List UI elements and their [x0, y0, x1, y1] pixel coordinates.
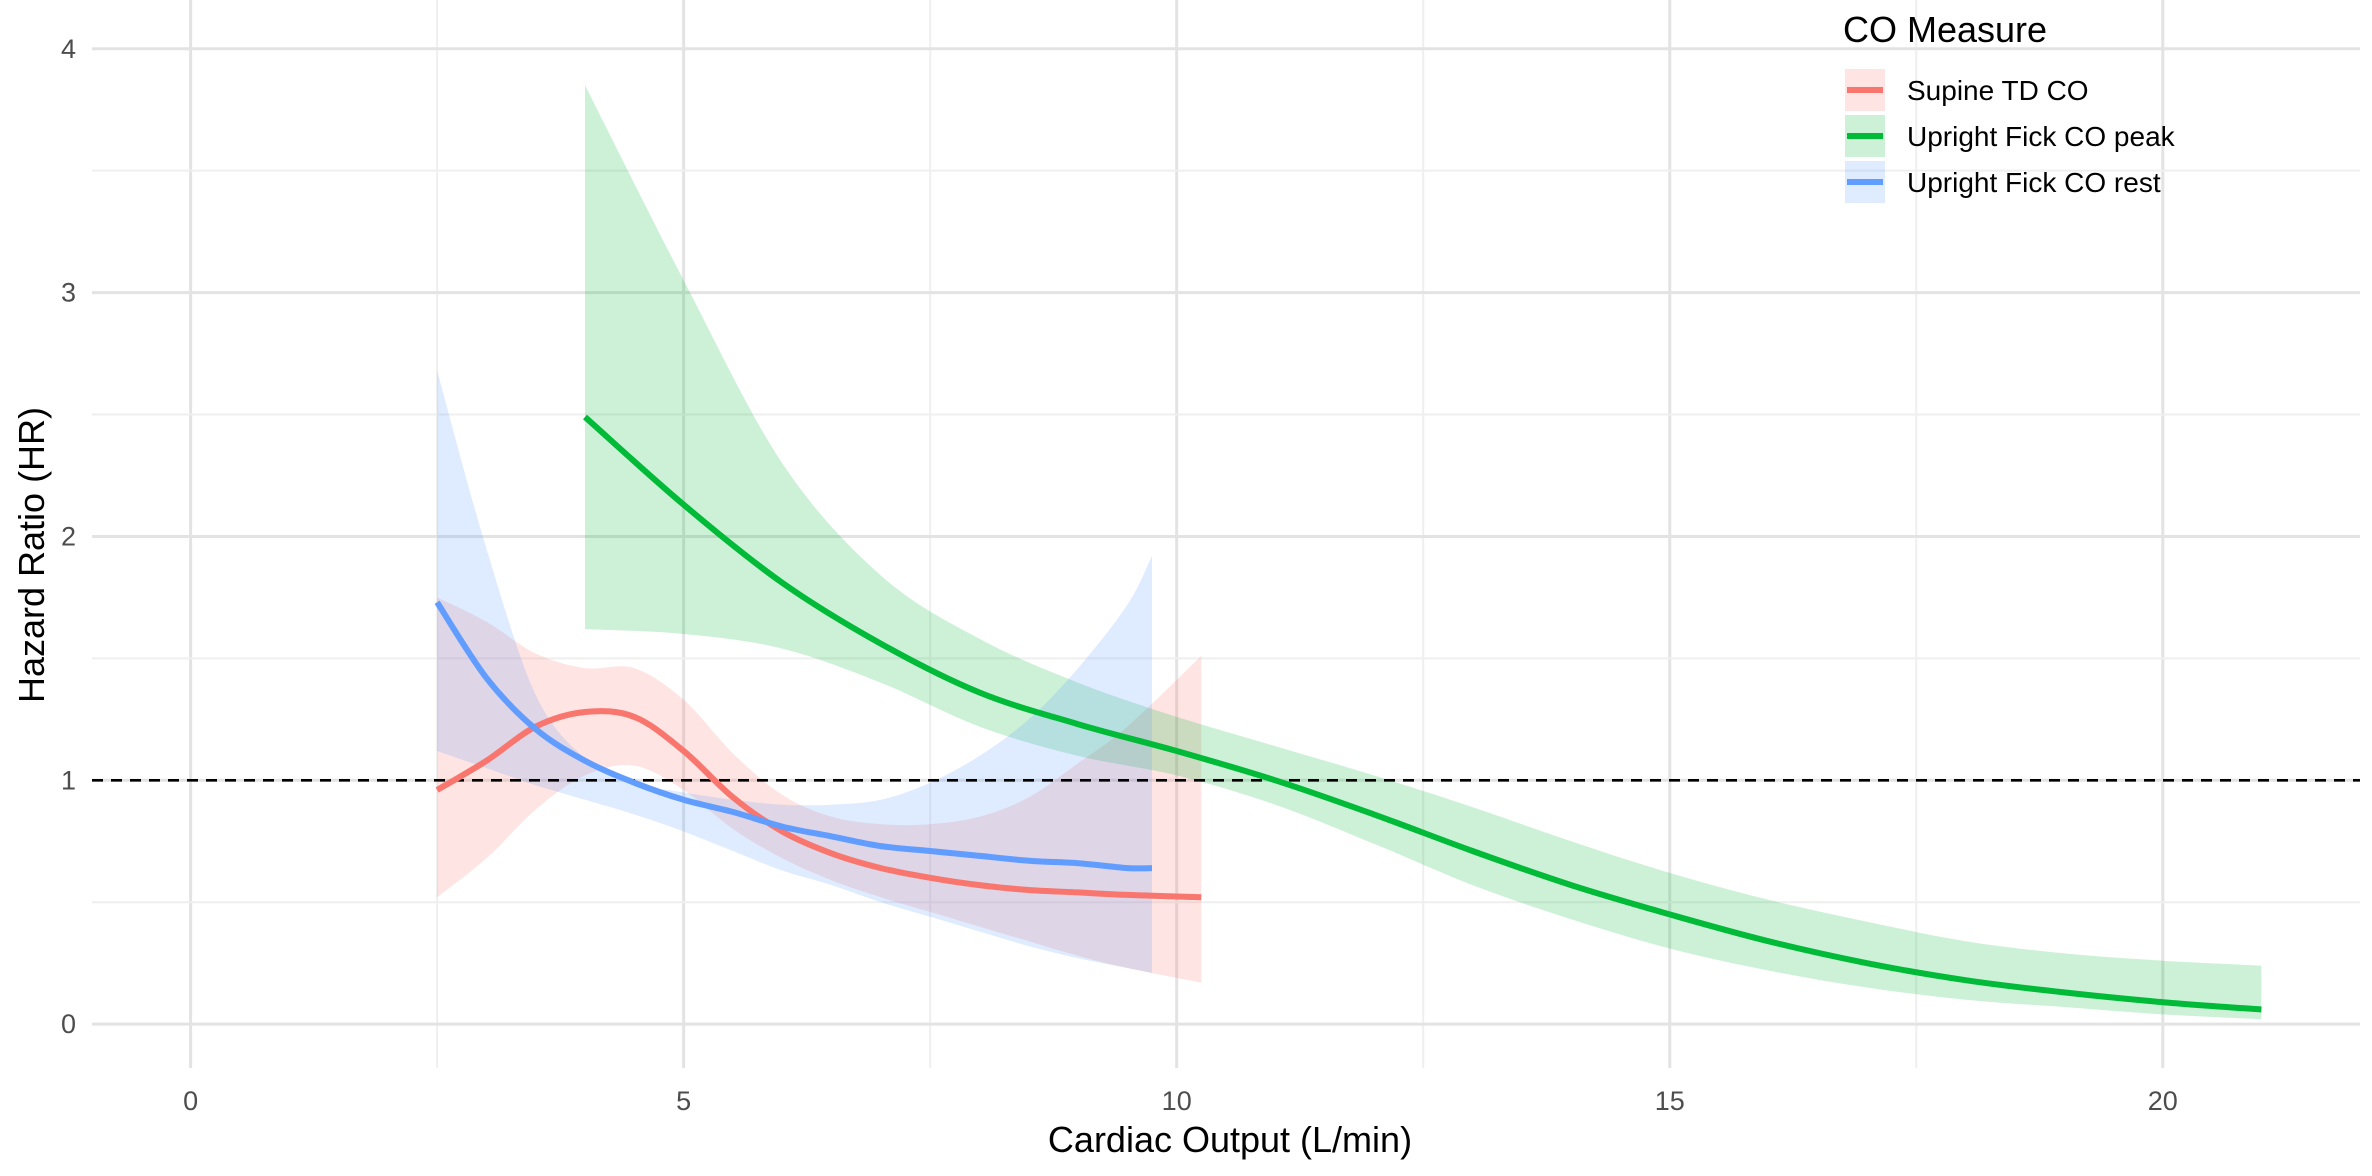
- x-tick-label: 10: [1162, 1086, 1192, 1116]
- series-lines: [434, 414, 2262, 1013]
- x-tick-label: 15: [1655, 1086, 1685, 1116]
- legend-label: Supine TD CO: [1907, 75, 2089, 106]
- tick-labels: 0 5 10 15 20 0 1 2 3 4: [61, 34, 2178, 1116]
- legend-item: Upright Fick CO rest: [1845, 161, 2161, 203]
- y-tick-label: 0: [61, 1009, 76, 1039]
- legend-items: Supine TD CO Upright Fick CO peak Upright …: [1845, 69, 2176, 203]
- confidence-bands: [437, 85, 2262, 1020]
- x-tick-label: 20: [2148, 1086, 2178, 1116]
- confidence-band-2: [437, 370, 1153, 973]
- y-tick-label: 4: [61, 34, 76, 64]
- legend-item: Supine TD CO: [1845, 69, 2089, 111]
- legend-title: CO Measure: [1843, 9, 2047, 50]
- grid: [92, 0, 2360, 1068]
- x-tick-label: 0: [183, 1086, 198, 1116]
- x-tick-label: 5: [676, 1086, 691, 1116]
- legend-label: Upright Fick CO rest: [1907, 167, 2161, 198]
- y-tick-label: 1: [61, 765, 76, 795]
- y-axis-title: Hazard Ratio (HR): [11, 407, 52, 703]
- series-line-2: [434, 600, 1153, 872]
- y-tick-label: 3: [61, 278, 76, 308]
- x-axis-title: Cardiac Output (L/min): [1048, 1119, 1412, 1160]
- legend-label: Upright Fick CO peak: [1907, 121, 2176, 152]
- legend: CO Measure Supine TD CO Upright Fick CO p…: [1843, 9, 2176, 203]
- legend-item: Upright Fick CO peak: [1845, 115, 2176, 157]
- series-line-0: [435, 708, 1202, 901]
- series-line-1: [583, 414, 2262, 1013]
- y-tick-label: 2: [61, 521, 76, 551]
